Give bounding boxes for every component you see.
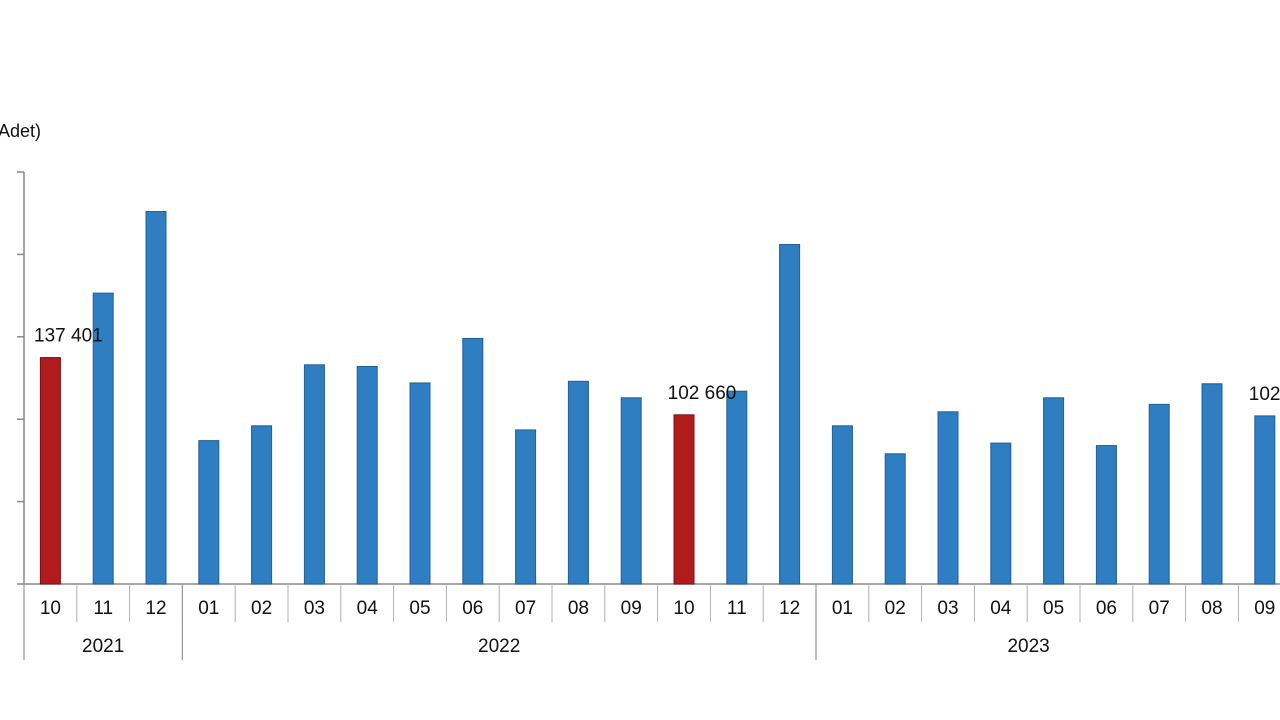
x-tick-label: 11 [727,598,747,619]
x-tick-label: 08 [568,598,589,619]
data-label: 137 401 [34,326,103,347]
bar [884,453,906,585]
data-label: 102 [1249,384,1280,405]
bar [409,382,431,585]
bar [990,442,1012,585]
x-tick-label: 06 [1096,598,1117,619]
bar [779,244,801,585]
x-tick-label: 01 [198,598,219,619]
bar [620,397,642,585]
x-tick-label: 05 [1043,598,1064,619]
bar [567,380,589,585]
bar [831,425,853,585]
bar [145,211,167,585]
bar [356,365,378,585]
bar [462,337,484,585]
bar-highlight [673,414,695,585]
x-tick-label: 04 [990,598,1012,619]
x-tick-label: 08 [1201,598,1222,619]
x-tick-label: 10 [40,598,61,619]
x-tick-label: 12 [145,598,166,619]
bar [1148,403,1170,585]
x-tick-label: 11 [93,598,113,619]
x-tick-label: 12 [779,598,800,619]
bar-highlight [39,357,61,585]
x-tick-label: 05 [409,598,430,619]
bar [198,440,220,585]
year-label: 2021 [82,636,124,657]
bar [92,292,114,585]
bar [1043,397,1065,585]
x-tick-label: 03 [304,598,325,619]
x-tick-label: 01 [832,598,853,619]
x-tick-label: 07 [515,598,536,619]
year-label: 2023 [1007,636,1049,657]
x-tick-label: 10 [673,598,694,619]
year-label: 2022 [478,636,520,657]
x-tick-label: 07 [1149,598,1170,619]
bar [1201,383,1223,585]
x-tick-label: 09 [1254,598,1275,619]
bar [251,425,273,585]
y-axis-unit-label: (Adet) [0,121,42,141]
x-tick-label: 09 [621,598,642,619]
x-tick-label: 03 [937,598,958,619]
bar [303,364,325,585]
data-label: 102 660 [668,383,737,404]
x-tick-label: 02 [251,598,272,619]
bar [937,411,959,585]
bar [1095,445,1117,585]
x-tick-label: 04 [357,598,379,619]
bar [515,429,537,585]
bar [726,390,748,585]
bar [1254,415,1276,585]
x-tick-label: 02 [885,598,906,619]
x-tick-label: 06 [462,598,483,619]
